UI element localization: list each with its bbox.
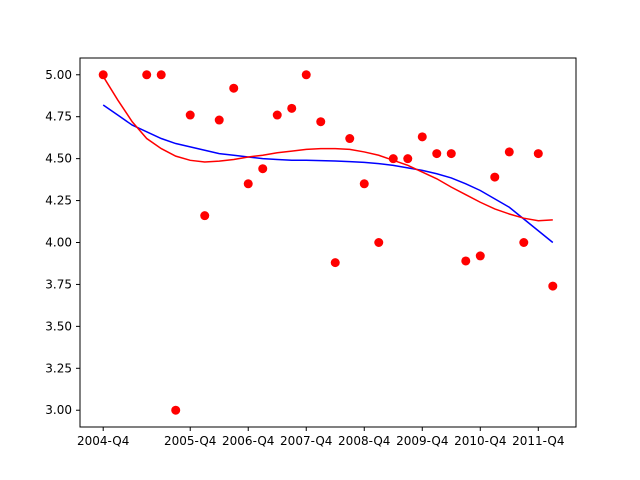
scatter-point-3 [171,405,181,415]
scatter-point-22 [446,149,456,159]
y-tick-label: 4.00 [45,236,72,250]
scatter-point-10 [272,110,282,120]
y-tick-label: 4.25 [45,194,72,208]
scatter-point-9 [258,164,268,174]
plot-area [98,70,558,415]
scatter-point-6 [214,115,224,125]
y-tick-label: 3.00 [45,403,72,417]
scatter-point-1 [142,70,152,80]
scatter-point-4 [185,110,195,120]
scatter-point-24 [475,251,485,261]
x-tick-label: 2005-Q4 [164,434,216,448]
x-tick-label: 2008-Q4 [338,434,390,448]
scatter-point-23 [461,256,471,266]
y-tick-label: 4.50 [45,152,72,166]
scatter-point-2 [156,70,166,80]
scatter-point-11 [287,103,297,113]
y-tick-label: 3.75 [45,277,72,291]
scatter-point-7 [229,83,239,93]
scatter-point-27 [519,238,529,247]
series-line-1 [102,104,554,244]
x-tick-label: 2010-Q4 [454,434,506,448]
y-tick-label: 3.25 [45,361,72,375]
x-tick-label: 2006-Q4 [222,434,274,448]
scatter-point-8 [243,179,253,189]
scatter-point-5 [200,211,210,221]
x-tick-label: 2011-Q4 [512,434,564,448]
y-tick-label: 5.00 [45,68,72,82]
scatter-point-29 [548,281,558,291]
scatter-point-15 [345,134,355,144]
series-line-2 [102,76,553,222]
scatter-point-28 [533,149,543,159]
y-tick-label: 4.75 [45,110,72,124]
scatter-point-12 [301,70,311,80]
x-axis: 2004-Q4 2005-Q4 2006-Q4 2007-Q4 2008-Q4 2009-… [77,427,564,448]
x-tick-label: 2004-Q4 [77,434,129,448]
scatter-point-14 [330,258,340,268]
x-tick-label: 2007-Q4 [280,434,332,448]
scatter-point-18 [388,154,398,164]
scatter-point-19 [403,154,413,164]
x-tick-label: 2009-Q4 [396,434,448,448]
y-axis: 3.00 3.25 3.50 3.75 4.00 4.25 4.50 4.75 5.00 [45,68,80,417]
scatter-point-16 [359,179,369,189]
scatter-point-25 [490,172,500,182]
scatter-point-13 [316,117,326,127]
scatter-point-21 [432,149,442,159]
scatter-point-20 [417,132,427,142]
scatter-point-26 [504,147,514,157]
y-tick-label: 3.50 [45,319,72,333]
scatter-point-0 [98,70,108,80]
scatter-point-17 [374,238,384,247]
